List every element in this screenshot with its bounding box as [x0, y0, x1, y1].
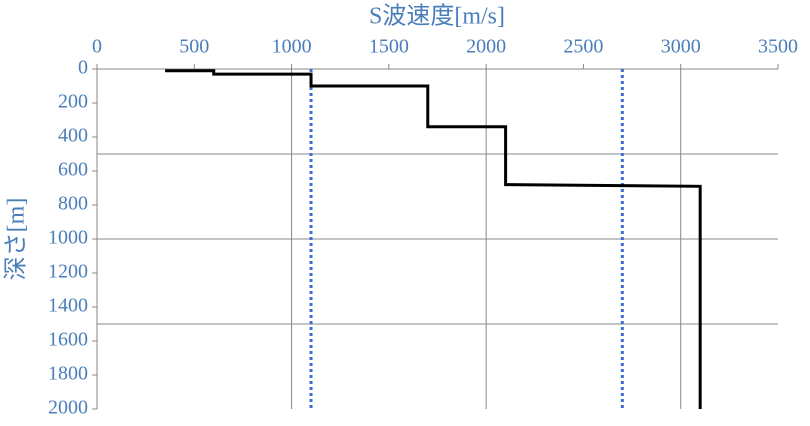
y-tick-label: 1600	[48, 329, 88, 351]
y-tick-label: 400	[58, 125, 88, 147]
y-tick-label: 0	[78, 57, 88, 79]
x-tick-label: 500	[179, 36, 209, 58]
y-tick-label: 2000	[48, 397, 88, 419]
x-tick-label: 0	[92, 36, 102, 58]
x-tick-label: 1000	[272, 36, 312, 58]
y-tick-label: 1800	[48, 363, 88, 385]
x-tick-label: 3500	[758, 36, 798, 58]
profile-line	[165, 69, 702, 409]
x-tick-label: 2000	[466, 36, 506, 58]
y-tick-label: 1200	[48, 261, 88, 283]
x-tick-label: 2500	[563, 36, 603, 58]
y-tick-label: 200	[58, 91, 88, 113]
y-tick-label: 800	[58, 193, 88, 215]
x-tick-label: 1500	[369, 36, 409, 58]
x-axis-title: S波速度[m/s]	[369, 3, 505, 30]
y-tick-label: 1400	[48, 295, 88, 317]
y-axis-title: 深さ[m]	[3, 198, 30, 281]
y-tick-label: 600	[58, 159, 88, 181]
y-tick-label: 1000	[48, 227, 88, 249]
x-tick-label: 3000	[661, 36, 701, 58]
